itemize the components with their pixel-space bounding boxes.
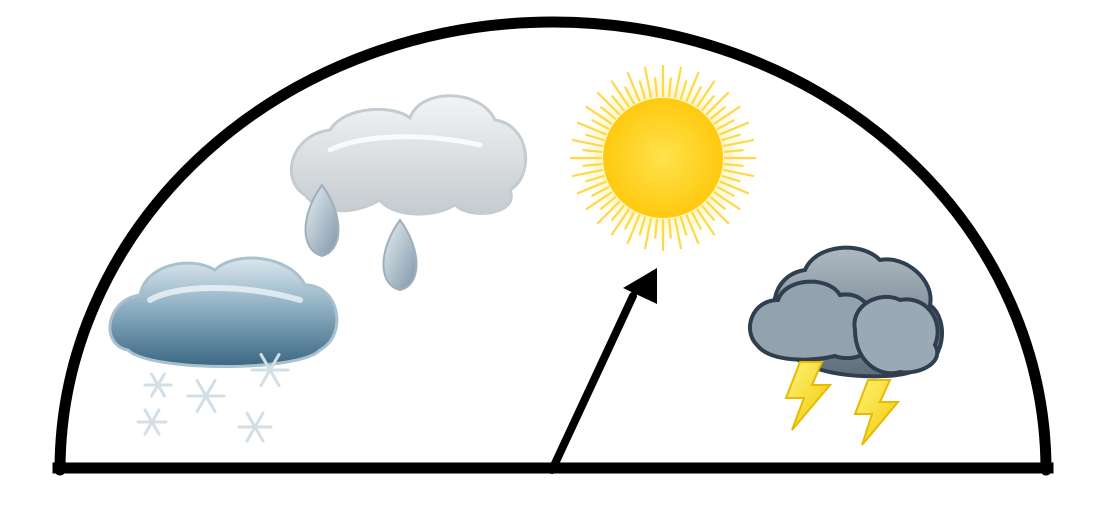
sun-icon (569, 64, 757, 252)
sun-ray (679, 216, 688, 236)
sun-ray (596, 91, 621, 116)
sun-ray (719, 180, 750, 195)
sun-ray (591, 186, 610, 197)
sun-ray (638, 216, 647, 236)
sun-ray (610, 208, 630, 236)
sun-ray (723, 163, 744, 167)
dial-pointer (548, 268, 657, 474)
sun-ray (571, 139, 604, 147)
sun-ray (600, 196, 617, 210)
sun-ray (721, 174, 741, 183)
sun-ray (582, 149, 603, 153)
sun-ray (611, 204, 625, 221)
sun-ray (626, 214, 641, 245)
thunderstorm-icon (748, 245, 944, 446)
sun-ray (585, 191, 613, 211)
sun-ray (721, 133, 741, 142)
sun-ray (705, 91, 730, 116)
sun-ray (722, 139, 755, 147)
sun-ray (723, 149, 744, 153)
sun-ray (685, 214, 700, 245)
sun-ray (610, 80, 630, 108)
sun-ray (716, 119, 735, 130)
sun-ray (600, 106, 617, 120)
sun-ray (667, 218, 672, 239)
dial-arc (54, 16, 1052, 476)
sun-ray (667, 77, 672, 98)
pointer-shaft (548, 292, 637, 474)
sun-ray (691, 211, 702, 230)
sun-ray (624, 211, 635, 230)
sun-ray (701, 204, 715, 221)
sun-ray (716, 186, 735, 197)
sun-ray (611, 95, 625, 112)
sun-ray (719, 121, 750, 136)
sun-ray (705, 200, 730, 225)
sun-ray (696, 80, 716, 108)
sun-ray (709, 106, 726, 120)
sun-ray (654, 77, 659, 98)
sun-ray (696, 208, 716, 236)
sun-ray (709, 196, 726, 210)
sun-ray (654, 218, 659, 239)
pointer-arrowhead (623, 268, 657, 304)
sun-ray (624, 86, 635, 105)
sun-ray (673, 66, 683, 99)
sun-ray (673, 217, 683, 250)
sun-ray (596, 200, 621, 225)
sun-ray (626, 71, 641, 102)
sun-ray (701, 95, 715, 112)
sun-ray (643, 66, 653, 99)
sun-ray (713, 191, 741, 211)
sun-ray (643, 217, 653, 250)
sun-ray (576, 180, 607, 195)
sun-ray (713, 105, 741, 125)
sun-ray (571, 169, 604, 177)
snow-cloud-icon (108, 256, 339, 443)
rain-cloud-icon (289, 94, 527, 292)
sun-ray (585, 105, 613, 125)
sun-ray (585, 174, 605, 183)
sun-ray (638, 80, 647, 100)
sun-ray (585, 133, 605, 142)
sun-ray (685, 71, 700, 102)
sun-ray (576, 121, 607, 136)
sun-ray (691, 86, 702, 105)
sun-ray (591, 119, 610, 130)
sun-ray (582, 163, 603, 167)
sun-ray (722, 169, 755, 177)
sun-ray (679, 80, 688, 100)
